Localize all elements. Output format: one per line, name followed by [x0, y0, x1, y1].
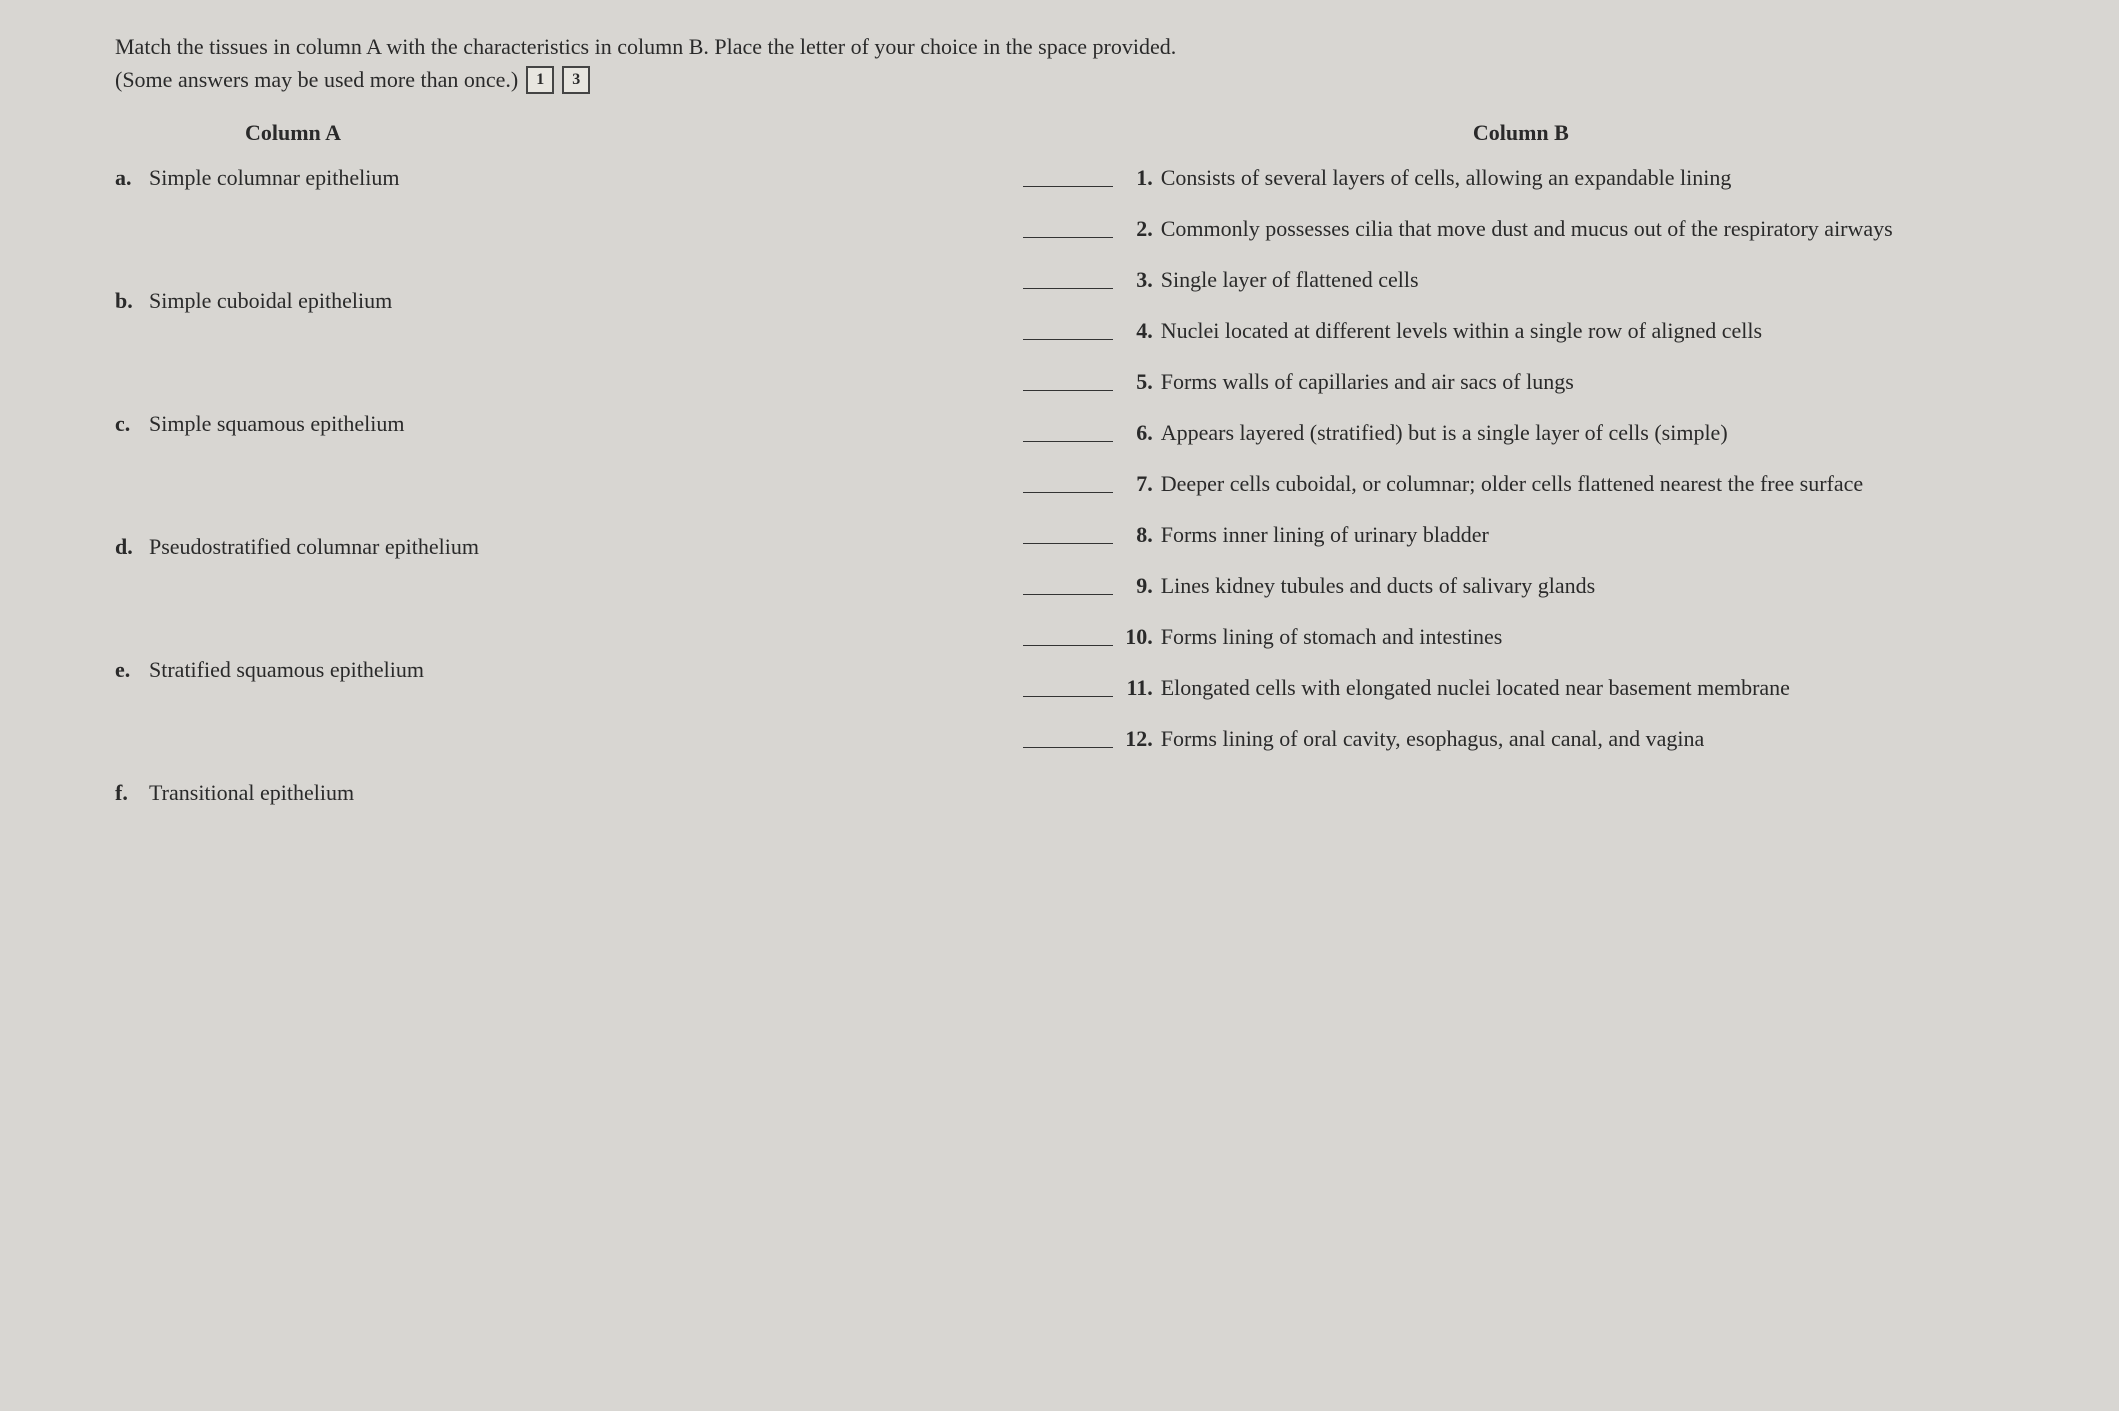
- reference-icon-2: 3: [562, 66, 590, 94]
- item-number: 3.: [1125, 263, 1153, 296]
- instructions-line2: (Some answers may be used more than once…: [115, 63, 2019, 96]
- column-a-item: b. Simple cuboidal epithelium: [115, 284, 983, 317]
- item-number: 5.: [1125, 365, 1153, 398]
- item-text: Lines kidney tubules and ducts of saliva…: [1161, 569, 2019, 602]
- item-number: 4.: [1125, 314, 1153, 347]
- answer-blank[interactable]: [1023, 471, 1113, 493]
- item-b-content: 7. Deeper cells cuboidal, or columnar; o…: [1125, 467, 2019, 500]
- column-b-item: 8. Forms inner lining of urinary bladder: [1023, 518, 2019, 551]
- column-b: Column B 1. Consists of several layers o…: [1023, 116, 2019, 899]
- item-text: Appears layered (stratified) but is a si…: [1161, 416, 2019, 449]
- answer-blank[interactable]: [1023, 318, 1113, 340]
- column-b-item: 5. Forms walls of capillaries and air sa…: [1023, 365, 2019, 398]
- column-b-header: Column B: [1023, 116, 2019, 149]
- item-text: Commonly possesses cilia that move dust …: [1161, 212, 2019, 245]
- item-letter: b.: [115, 284, 139, 317]
- item-text: Transitional epithelium: [149, 776, 354, 809]
- item-b-content: 10. Forms lining of stomach and intestin…: [1125, 620, 2019, 653]
- item-text: Forms lining of stomach and intestines: [1161, 620, 2019, 653]
- column-b-item: 2. Commonly possesses cilia that move du…: [1023, 212, 2019, 245]
- item-text: Forms walls of capillaries and air sacs …: [1161, 365, 2019, 398]
- column-b-item: 9. Lines kidney tubules and ducts of sal…: [1023, 569, 2019, 602]
- item-text: Simple squamous epithelium: [149, 407, 404, 440]
- item-text: Elongated cells with elongated nuclei lo…: [1161, 671, 2019, 704]
- item-text: Stratified squamous epithelium: [149, 653, 424, 686]
- column-a-item: f. Transitional epithelium: [115, 776, 983, 809]
- item-text: Forms inner lining of urinary bladder: [1161, 518, 2019, 551]
- column-b-item: 4. Nuclei located at different levels wi…: [1023, 314, 2019, 347]
- answer-blank[interactable]: [1023, 216, 1113, 238]
- item-b-content: 3. Single layer of flattened cells: [1125, 263, 2019, 296]
- column-a-item: e. Stratified squamous epithelium: [115, 653, 983, 686]
- item-letter: a.: [115, 161, 139, 194]
- item-letter: d.: [115, 530, 139, 563]
- item-number: 8.: [1125, 518, 1153, 551]
- item-b-content: 5. Forms walls of capillaries and air sa…: [1125, 365, 2019, 398]
- item-letter: c.: [115, 407, 139, 440]
- item-text: Forms lining of oral cavity, esophagus, …: [1161, 722, 2019, 755]
- instructions-line2-text: (Some answers may be used more than once…: [115, 63, 518, 96]
- item-text: Nuclei located at different levels withi…: [1161, 314, 2019, 347]
- item-number: 9.: [1125, 569, 1153, 602]
- answer-blank[interactable]: [1023, 624, 1113, 646]
- item-text: Simple columnar epithelium: [149, 161, 400, 194]
- item-b-content: 1. Consists of several layers of cells, …: [1125, 161, 2019, 194]
- column-b-item: 3. Single layer of flattened cells: [1023, 263, 2019, 296]
- answer-blank[interactable]: [1023, 369, 1113, 391]
- answer-blank[interactable]: [1023, 726, 1113, 748]
- answer-blank[interactable]: [1023, 573, 1113, 595]
- answer-blank[interactable]: [1023, 675, 1113, 697]
- item-number: 11.: [1125, 671, 1153, 704]
- column-a-item: a. Simple columnar epithelium: [115, 161, 983, 194]
- column-b-item: 11. Elongated cells with elongated nucle…: [1023, 671, 2019, 704]
- item-b-content: 9. Lines kidney tubules and ducts of sal…: [1125, 569, 2019, 602]
- item-number: 6.: [1125, 416, 1153, 449]
- item-number: 10.: [1125, 620, 1153, 653]
- item-b-content: 6. Appears layered (stratified) but is a…: [1125, 416, 2019, 449]
- item-text: Deeper cells cuboidal, or columnar; olde…: [1161, 467, 2019, 500]
- columns-wrapper: Column A a. Simple columnar epithelium b…: [100, 116, 2019, 899]
- instructions-line1: Match the tissues in column A with the c…: [115, 30, 2019, 63]
- item-b-content: 11. Elongated cells with elongated nucle…: [1125, 671, 2019, 704]
- column-b-item: 10. Forms lining of stomach and intestin…: [1023, 620, 2019, 653]
- item-b-content: 8. Forms inner lining of urinary bladder: [1125, 518, 2019, 551]
- column-b-item: 7. Deeper cells cuboidal, or columnar; o…: [1023, 467, 2019, 500]
- item-letter: f.: [115, 776, 139, 809]
- item-text: Single layer of flattened cells: [1161, 263, 2019, 296]
- item-b-content: 2. Commonly possesses cilia that move du…: [1125, 212, 2019, 245]
- item-b-content: 4. Nuclei located at different levels wi…: [1125, 314, 2019, 347]
- item-b-content: 12. Forms lining of oral cavity, esophag…: [1125, 722, 2019, 755]
- item-text: Consists of several layers of cells, all…: [1161, 161, 2019, 194]
- column-b-item: 6. Appears layered (stratified) but is a…: [1023, 416, 2019, 449]
- answer-blank[interactable]: [1023, 267, 1113, 289]
- column-a-item: d. Pseudostratified columnar epithelium: [115, 530, 983, 563]
- answer-blank[interactable]: [1023, 420, 1113, 442]
- item-number: 12.: [1125, 722, 1153, 755]
- item-letter: e.: [115, 653, 139, 686]
- item-text: Pseudostratified columnar epithelium: [149, 530, 479, 563]
- reference-icon-1: 1: [526, 66, 554, 94]
- column-b-item: 12. Forms lining of oral cavity, esophag…: [1023, 722, 2019, 755]
- column-a-item: c. Simple squamous epithelium: [115, 407, 983, 440]
- item-number: 2.: [1125, 212, 1153, 245]
- answer-blank[interactable]: [1023, 522, 1113, 544]
- column-b-item: 1. Consists of several layers of cells, …: [1023, 161, 2019, 194]
- instructions-block: Match the tissues in column A with the c…: [100, 30, 2019, 96]
- answer-blank[interactable]: [1023, 165, 1113, 187]
- item-number: 7.: [1125, 467, 1153, 500]
- item-number: 1.: [1125, 161, 1153, 194]
- column-a: Column A a. Simple columnar epithelium b…: [100, 116, 983, 899]
- column-a-header: Column A: [115, 116, 983, 149]
- item-text: Simple cuboidal epithelium: [149, 284, 392, 317]
